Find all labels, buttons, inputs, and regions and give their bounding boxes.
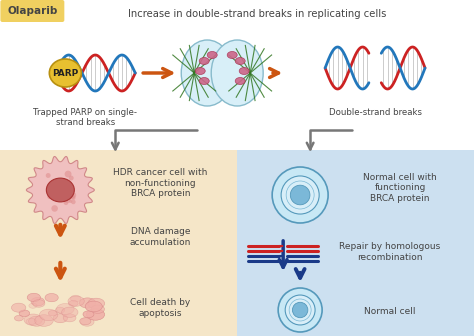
Circle shape	[292, 302, 308, 318]
Circle shape	[71, 196, 75, 200]
Text: Cell death by
apoptosis: Cell death by apoptosis	[130, 298, 191, 318]
Ellipse shape	[85, 301, 102, 312]
Circle shape	[51, 182, 56, 187]
Circle shape	[285, 295, 315, 325]
Ellipse shape	[88, 298, 105, 309]
Ellipse shape	[24, 314, 42, 326]
Text: Double-strand breaks: Double-strand breaks	[328, 108, 421, 117]
Circle shape	[69, 194, 74, 199]
Bar	[237, 150, 474, 336]
Text: Olaparib: Olaparib	[7, 6, 57, 16]
Ellipse shape	[80, 318, 94, 326]
Circle shape	[291, 185, 310, 205]
Ellipse shape	[27, 293, 40, 302]
Ellipse shape	[239, 68, 249, 75]
Circle shape	[64, 171, 72, 177]
Ellipse shape	[69, 300, 78, 306]
Ellipse shape	[199, 78, 209, 84]
Bar	[0, 0, 474, 150]
Text: Normal cell: Normal cell	[365, 307, 416, 317]
Circle shape	[69, 186, 74, 191]
Ellipse shape	[46, 178, 74, 202]
Circle shape	[69, 176, 73, 180]
Text: Normal cell with
functioning
BRCA protein: Normal cell with functioning BRCA protei…	[363, 173, 437, 203]
Ellipse shape	[48, 310, 57, 316]
Ellipse shape	[28, 316, 45, 326]
Ellipse shape	[86, 309, 105, 320]
Circle shape	[64, 196, 71, 203]
Ellipse shape	[53, 314, 67, 323]
Ellipse shape	[39, 309, 58, 321]
Circle shape	[69, 200, 73, 203]
Ellipse shape	[62, 307, 78, 318]
Text: DNA damage
accumulation: DNA damage accumulation	[129, 227, 191, 247]
Ellipse shape	[181, 40, 233, 106]
Ellipse shape	[63, 314, 76, 322]
Circle shape	[55, 181, 62, 188]
Ellipse shape	[83, 311, 94, 318]
Circle shape	[50, 195, 54, 199]
Circle shape	[272, 167, 328, 223]
Text: Trapped PARP on single-
strand breaks: Trapped PARP on single- strand breaks	[33, 108, 137, 127]
Ellipse shape	[26, 318, 36, 325]
Ellipse shape	[68, 296, 84, 306]
Ellipse shape	[45, 293, 58, 302]
FancyBboxPatch shape	[0, 0, 64, 22]
Circle shape	[68, 184, 74, 191]
Ellipse shape	[31, 297, 45, 306]
Ellipse shape	[14, 316, 23, 321]
Circle shape	[71, 200, 76, 204]
Ellipse shape	[235, 78, 245, 84]
Ellipse shape	[71, 295, 81, 302]
Bar	[0, 150, 237, 336]
Ellipse shape	[11, 303, 26, 312]
Text: Repair by homologous
recombination: Repair by homologous recombination	[339, 242, 441, 262]
Circle shape	[46, 173, 51, 178]
Ellipse shape	[80, 318, 91, 325]
Ellipse shape	[199, 57, 209, 65]
Ellipse shape	[211, 40, 263, 106]
Circle shape	[281, 176, 319, 214]
Ellipse shape	[235, 57, 245, 65]
Circle shape	[48, 191, 51, 194]
Ellipse shape	[195, 68, 205, 75]
Circle shape	[64, 200, 68, 205]
Ellipse shape	[19, 310, 30, 317]
Ellipse shape	[80, 298, 96, 308]
Circle shape	[47, 194, 52, 199]
Text: PARP: PARP	[52, 69, 79, 78]
Ellipse shape	[91, 305, 104, 313]
Text: HDR cancer cell with
non-functioning
BRCA protein: HDR cancer cell with non-functioning BRC…	[113, 168, 208, 198]
Ellipse shape	[29, 303, 37, 308]
Text: Increase in double-strand breaks in replicating cells: Increase in double-strand breaks in repl…	[128, 9, 386, 19]
Ellipse shape	[55, 307, 65, 313]
Ellipse shape	[227, 51, 237, 58]
Ellipse shape	[49, 59, 82, 87]
Ellipse shape	[35, 315, 53, 326]
Circle shape	[70, 192, 76, 198]
Circle shape	[51, 205, 58, 212]
Ellipse shape	[33, 300, 45, 307]
Polygon shape	[27, 157, 94, 223]
Circle shape	[278, 288, 322, 332]
Ellipse shape	[207, 51, 217, 58]
Ellipse shape	[56, 303, 74, 314]
